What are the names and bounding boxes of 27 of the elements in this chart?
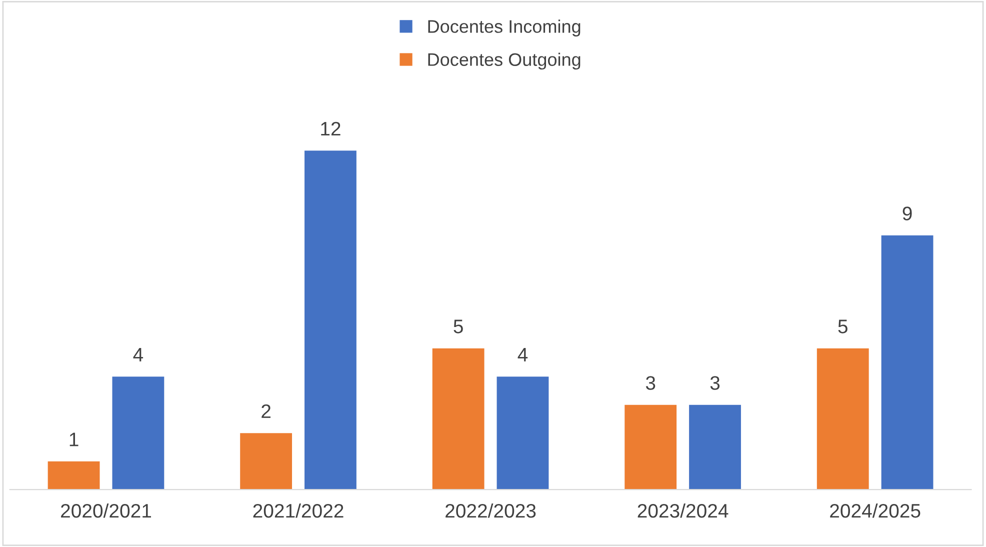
bar: [881, 235, 934, 490]
data-label: 9: [902, 206, 912, 220]
bar: [496, 376, 549, 490]
data-label: 4: [133, 348, 144, 362]
x-tick-label: 2020/2021: [61, 503, 152, 518]
data-label: 4: [518, 348, 528, 362]
bar: [48, 461, 100, 490]
data-label: 5: [454, 320, 463, 334]
data-label: 1: [70, 432, 78, 446]
bar: [689, 404, 741, 490]
legend-label: Docentes Outgoing: [428, 52, 580, 70]
data-label: 3: [710, 376, 720, 390]
data-label: 3: [646, 376, 656, 390]
data-label: 12: [321, 122, 340, 136]
bar: [816, 348, 869, 490]
x-tick-label: 2021/2022: [253, 503, 344, 518]
legend-label: Docentes Incoming: [428, 20, 580, 36]
bar: [624, 404, 677, 490]
x-tick-label: 2024/2025: [830, 503, 920, 518]
x-tick-label: 2022/2023: [446, 503, 536, 518]
bar: [240, 433, 292, 490]
data-label: 2: [262, 404, 270, 418]
x-tick-label: 2023/2024: [638, 503, 728, 518]
bar: [432, 348, 484, 490]
data-label: 5: [838, 320, 848, 334]
bar: [112, 376, 164, 490]
bar: [304, 150, 356, 490]
